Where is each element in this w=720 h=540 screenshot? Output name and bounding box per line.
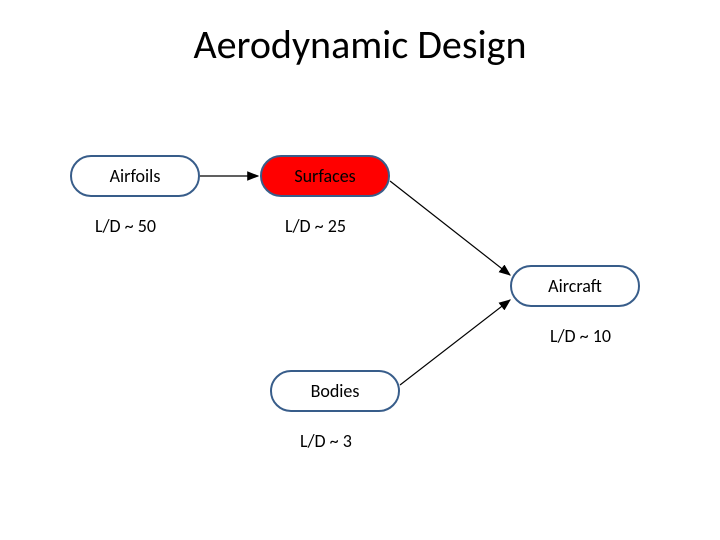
node-airfoils: Airfoils [70, 155, 200, 197]
edge-surfaces-aircraft [390, 181, 510, 275]
caption-surfaces: L/D ~ 25 [285, 215, 346, 237]
node-airfoils-label: Airfoils [110, 165, 161, 187]
caption-airfoils: L/D ~ 50 [95, 215, 156, 237]
node-bodies-label: Bodies [311, 380, 360, 402]
node-surfaces: Surfaces [260, 155, 390, 197]
page-title: Aerodynamic Design [0, 20, 720, 69]
caption-bodies: L/D ~ 3 [300, 430, 352, 452]
caption-aircraft: L/D ~ 10 [550, 325, 611, 347]
edge-bodies-aircraft [400, 300, 510, 385]
node-surfaces-label: Surfaces [294, 165, 355, 187]
node-aircraft-label: Aircraft [548, 275, 602, 297]
node-bodies: Bodies [270, 370, 400, 412]
node-aircraft: Aircraft [510, 265, 640, 307]
